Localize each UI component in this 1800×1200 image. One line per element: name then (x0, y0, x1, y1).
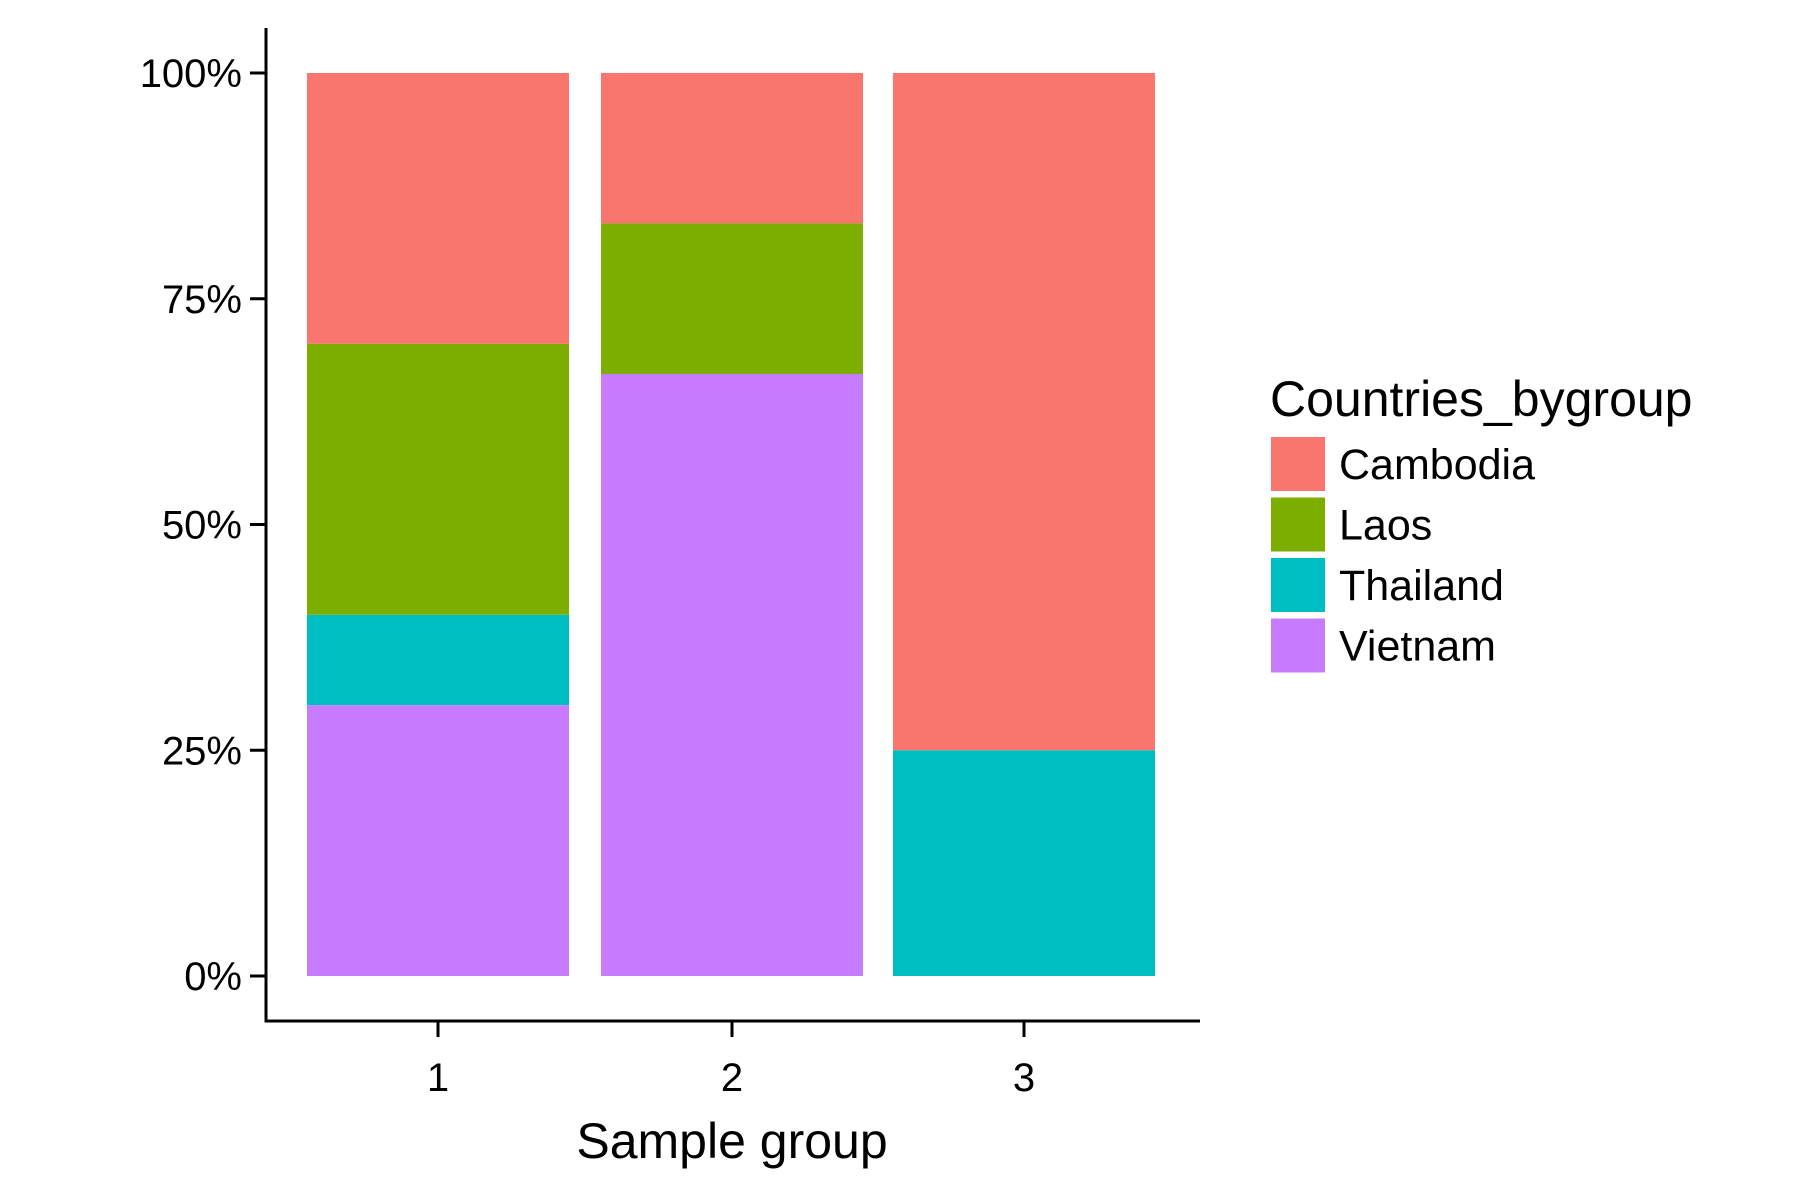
bar-segment-group1-vietnam (307, 705, 569, 976)
y-tick-label: 0% (184, 955, 242, 999)
y-tick-label: 75% (162, 278, 242, 322)
bar-segment-group3-thailand (893, 750, 1155, 976)
x-tick-label: 2 (721, 1056, 743, 1100)
y-tick-label: 100% (140, 52, 242, 96)
legend-label-vietnam: Vietnam (1339, 623, 1496, 671)
legend-swatch-laos (1271, 497, 1325, 552)
bar-segment-group1-cambodia (307, 73, 569, 344)
bar-segment-group1-laos (307, 343, 569, 615)
legend-label-cambodia: Cambodia (1339, 441, 1535, 489)
y-tick-label: 50% (162, 504, 242, 548)
legend-swatch-thailand (1271, 558, 1325, 612)
bars-layer (307, 72, 1155, 976)
legend-swatch-vietnam (1271, 618, 1325, 673)
x-tick-label: 1 (427, 1056, 449, 1100)
x-tick-label: 3 (1013, 1056, 1035, 1100)
y-ticks: 0% 25% 50% 75% 100% (140, 52, 266, 999)
legend: Countries_bygroup Cambodia Laos Thailand Vi… (1270, 371, 1693, 673)
legend-title: Countries_bygroup (1270, 371, 1693, 427)
bar-segment-group3-cambodia (893, 73, 1155, 751)
legend-label-thailand: Thailand (1339, 562, 1504, 610)
x-axis-title: Sample group (576, 1113, 887, 1169)
legend-swatch-cambodia (1271, 437, 1325, 491)
bar-segment-group1-thailand (307, 614, 569, 706)
legend-label-laos: Laos (1339, 502, 1432, 550)
bar-segment-group2-laos (601, 223, 863, 374)
bar-segment-group2-cambodia (601, 72, 863, 224)
x-ticks: 1 2 3 (427, 1021, 1035, 1100)
y-tick-label: 25% (162, 729, 242, 773)
bar-segment-group2-vietnam (601, 373, 863, 976)
